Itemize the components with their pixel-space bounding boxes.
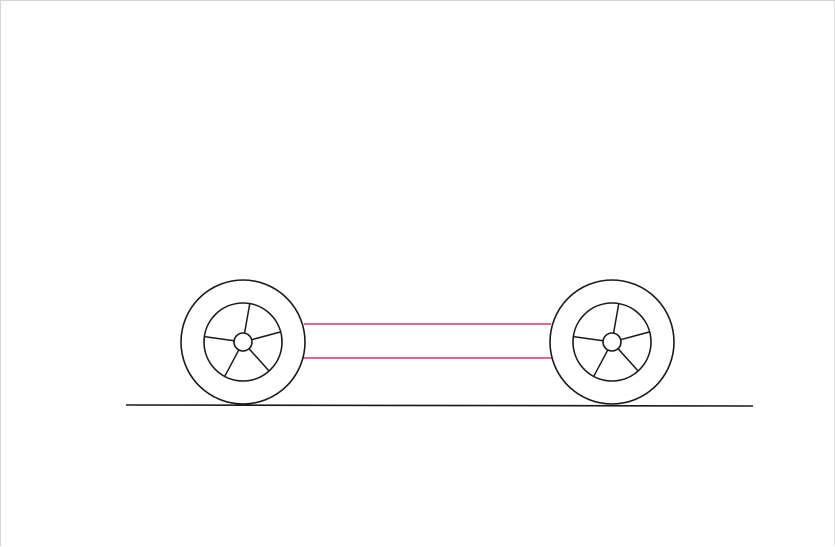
front-wheel-spoke: [612, 303, 620, 334]
rear-wheel-spoke: [251, 331, 281, 341]
rear-wheel-hub: [233, 332, 253, 352]
rear-wheel-spoke: [204, 335, 235, 342]
rear-wheel-spoke: [248, 348, 270, 372]
front-wheel: [549, 279, 675, 405]
rear-wheel: [180, 279, 306, 405]
front-wheel-spoke: [593, 349, 609, 377]
rear-wheel-spoke: [224, 349, 240, 377]
front-wheel-hub: [602, 332, 622, 352]
ground-line: [125, 404, 754, 407]
front-wheel-spokes: [573, 303, 650, 377]
front-wheel-spoke: [617, 348, 639, 372]
rear-wheel-spokes: [204, 303, 281, 377]
front-wheel-spoke: [620, 331, 650, 341]
front-wheel-spoke: [573, 335, 604, 342]
rear-wheel-spoke: [243, 303, 251, 334]
